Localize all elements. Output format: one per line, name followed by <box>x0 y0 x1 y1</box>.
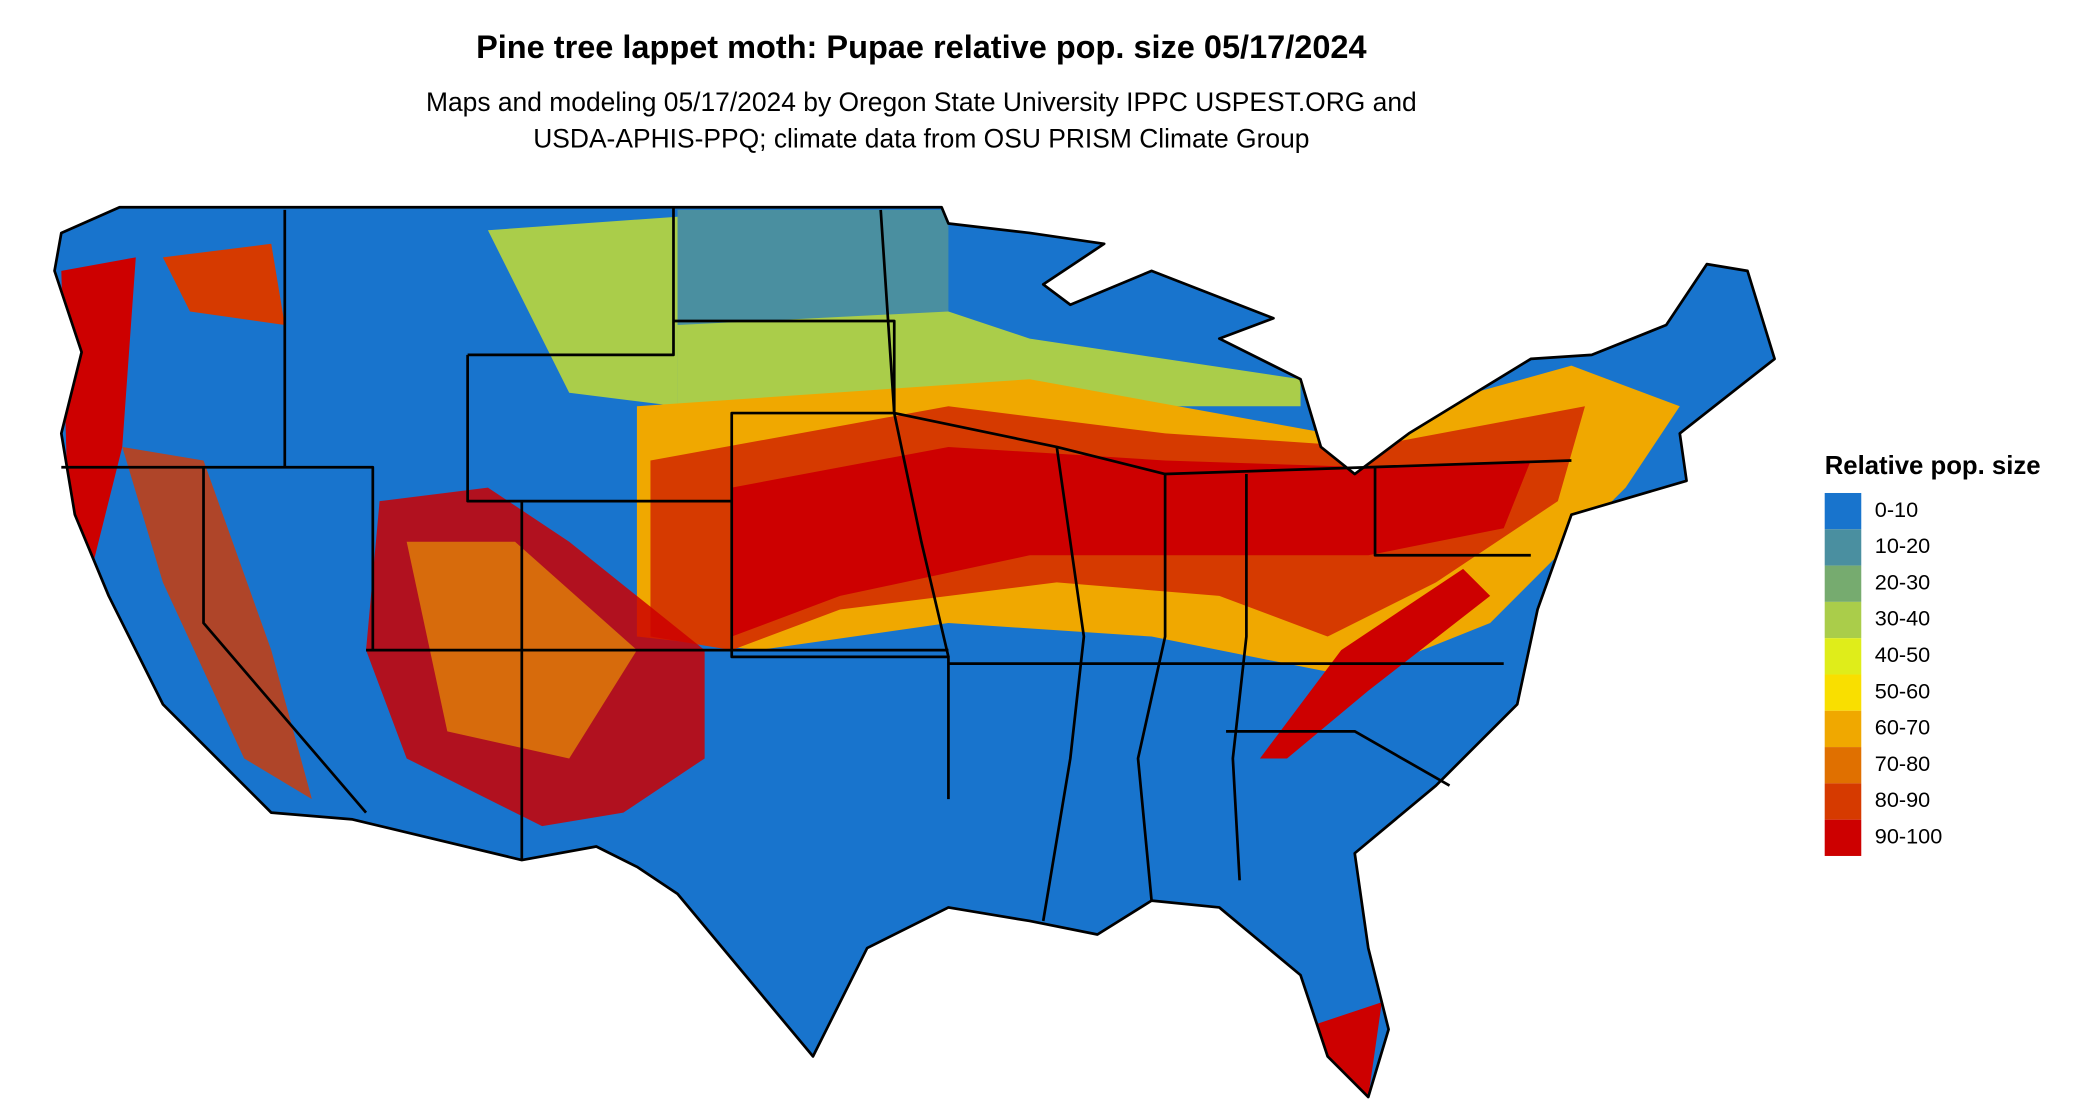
legend-label: 10-20 <box>1875 533 1930 558</box>
region <box>731 446 1531 637</box>
legend-swatch <box>1824 638 1862 675</box>
legend-swatch <box>1824 674 1862 711</box>
legend-swatch <box>1824 529 1862 566</box>
legend-swatch <box>1824 492 1862 530</box>
legend-label: 30-40 <box>1875 606 1930 631</box>
legend-label: 80-90 <box>1875 787 1930 812</box>
legend-label: 90-100 <box>1875 824 1942 849</box>
legend-title: Relative pop. size <box>1825 452 2041 480</box>
region <box>487 216 678 407</box>
map-subtitle: Maps and modeling 05/17/2024 by Oregon S… <box>426 87 1417 117</box>
map-subtitle: USDA-APHIS-PPQ; climate data from OSU PR… <box>533 124 1309 154</box>
map-title: Pine tree lappet moth: Pupae relative po… <box>476 29 1366 65</box>
legend-swatch <box>1824 601 1862 639</box>
legend-swatch <box>1824 783 1862 820</box>
region <box>1300 1002 1382 1098</box>
region <box>162 243 285 326</box>
legend-label: 50-60 <box>1875 678 1930 703</box>
legend-swatch <box>1824 565 1862 602</box>
legend-label: 60-70 <box>1875 715 1930 740</box>
legend-label: 70-80 <box>1875 751 1930 776</box>
legend-label: 0-10 <box>1875 497 1918 522</box>
legend-label: 20-30 <box>1875 569 1930 594</box>
legend-label: 40-50 <box>1875 642 1930 667</box>
region <box>122 446 312 800</box>
legend: 0-10 10-20 20-30 30-40 40-50 50-60 60-70 70-80 8… <box>1824 492 1942 856</box>
legend-swatch <box>1824 819 1862 856</box>
legend-swatch <box>1824 747 1862 784</box>
legend-swatch <box>1824 710 1862 748</box>
state-borders <box>53 205 1776 1099</box>
